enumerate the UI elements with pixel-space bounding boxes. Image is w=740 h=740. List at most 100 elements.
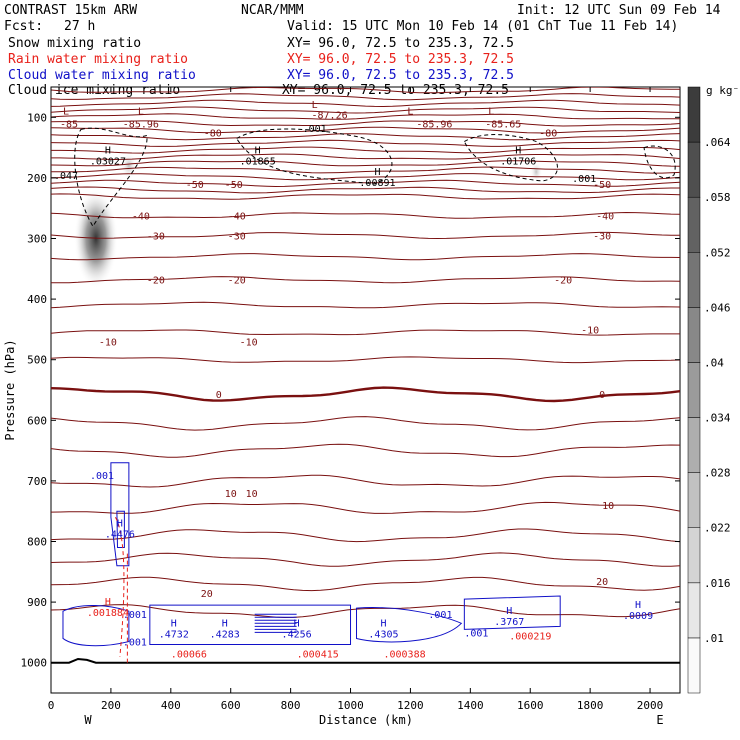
init-time: Init: 12 UTC Sun 09 Feb 14: [517, 3, 721, 18]
temperature-label: -10: [581, 325, 599, 336]
east-label: E: [656, 713, 663, 727]
temperature-contour: [51, 106, 680, 114]
y-tick-label: 200: [27, 172, 47, 185]
field-name-snow: Snow mixing ratio: [8, 36, 141, 51]
temperature-label: -40: [596, 211, 614, 222]
extremum-marker: L: [488, 106, 494, 117]
extremum-value: .0009: [623, 611, 653, 622]
fcst-value: 27 h: [64, 19, 95, 34]
contour-label: .001: [123, 637, 147, 648]
cloud-water-contour: [116, 510, 125, 549]
extremum-marker: H: [374, 167, 380, 178]
temperature-contour: [51, 139, 680, 147]
y-tick-label: 900: [27, 596, 47, 609]
cloud-ice-contour: [74, 127, 148, 228]
temperature-contour: [51, 87, 680, 94]
colorbar-block: [687, 582, 701, 639]
temperature-contour: [51, 186, 680, 194]
temperature-label: 0: [599, 390, 605, 401]
temperature-contour: [51, 474, 680, 488]
axes: 0 200 400 600 800 1000 1200 1400 1600 1800 2000100…: [21, 87, 680, 712]
contour-label: .000388: [383, 650, 425, 661]
colorbar-unit: g kg⁻¹: [706, 84, 740, 97]
x-tick-label: 200: [101, 699, 121, 712]
temperature-label: 10: [246, 489, 258, 500]
x-tick-label: 1800: [577, 699, 604, 712]
colorbar-block: [687, 86, 701, 143]
temperature-contour: [51, 329, 680, 336]
model-title: CONTRAST 15km ARW: [4, 3, 137, 18]
extremum-value: .4476: [105, 529, 135, 540]
extremum-value: .4732: [159, 629, 189, 640]
extremum-marker: H: [380, 618, 386, 629]
extremum-marker: L: [312, 100, 318, 111]
colorbar-tick-label: .01: [704, 632, 724, 645]
temperature-label: -30: [228, 231, 246, 242]
temperature-contour: [51, 604, 680, 619]
temperature-label: -85.96: [123, 119, 159, 130]
extremum-marker: H: [105, 146, 111, 157]
colorbar-tick-label: .046: [704, 301, 731, 314]
cloud-water-contour: [110, 462, 130, 567]
colorbar-block: [687, 252, 701, 308]
extremum-value: .001884: [87, 608, 129, 619]
temperature-contour: [51, 386, 680, 403]
contour-label: .000219: [509, 631, 551, 642]
temperature-label: -85: [60, 119, 78, 130]
temperature-label: -40: [132, 211, 150, 222]
temperature-contour: [51, 253, 680, 261]
y-tick-label: 800: [27, 536, 47, 549]
colorbar-tick-label: .028: [704, 467, 731, 480]
temperature-label: -20: [147, 276, 165, 287]
temperature-contour: [51, 356, 680, 364]
temperature-contour: [51, 153, 680, 161]
temperature-label: 20: [596, 577, 608, 588]
contour-label: .001: [464, 628, 488, 639]
plot-area: -85 -85.96 -87.26 -85.96 -85.65 -80 -80 -50 -50 -…: [51, 87, 680, 664]
colorbar-tick-label: .058: [704, 191, 731, 204]
header: CONTRAST 15km ARW NCAR/MMM Init: 12 UTC …: [4, 3, 721, 98]
temperature-contour: [51, 99, 680, 108]
y-tick-label: 100: [27, 111, 47, 124]
extremum-marker: L: [63, 106, 69, 117]
temperature-label: -80: [539, 128, 557, 139]
extremum-value: .01865: [240, 157, 276, 168]
extremum-value: .3767: [494, 617, 524, 628]
temperature-label: -40: [228, 211, 246, 222]
colorbar-block: [687, 141, 701, 198]
extremum-marker: H: [105, 597, 111, 608]
temperature-contour: [51, 416, 680, 431]
cloud-water-contour: [463, 595, 561, 630]
temperature-contour: [51, 301, 680, 309]
colorbar-block: [687, 307, 701, 363]
fcst-label: Fcst:: [4, 19, 43, 34]
temperature-contour: [51, 113, 680, 120]
contour-label: .001: [90, 471, 114, 482]
cloud-water-contour: [356, 607, 463, 643]
colorbar: .01 .016 .022 .028 .034 .04 .046 .052 .058 .064: [687, 86, 731, 694]
valid-time: Valid: 15 UTC Mon 10 Feb 14 (01 ChT Tue …: [287, 19, 678, 34]
temperature-label: 20: [201, 589, 213, 600]
x-tick-label: 1000: [337, 699, 364, 712]
extremum-value: .00891: [359, 178, 395, 189]
temperature-contour: [51, 166, 680, 174]
temperature-contour: [51, 528, 680, 543]
extremum-value: .4256: [282, 629, 312, 640]
field-name-cloud-water: Cloud water mixing ratio: [8, 68, 196, 83]
extremum-marker: H: [515, 146, 521, 157]
extremum-marker: L: [138, 106, 144, 117]
y-tick-label: 600: [27, 414, 47, 427]
temperature-contour: [51, 120, 680, 127]
contour-label: .001: [428, 610, 452, 621]
x-tick-label: 1400: [457, 699, 484, 712]
y-tick-label: 1000: [21, 657, 48, 670]
field-name-rain: Rain water mixing ratio: [8, 52, 188, 67]
temperature-contour: [51, 443, 680, 458]
temperature-label: -50: [186, 180, 204, 191]
cloud-ice-contour: [643, 145, 676, 179]
extremum-value: .4305: [368, 629, 398, 640]
temperature-label: -30: [147, 231, 165, 242]
colorbar-tick-label: .022: [704, 522, 731, 535]
colorbar-tick-label: .04: [704, 356, 724, 369]
